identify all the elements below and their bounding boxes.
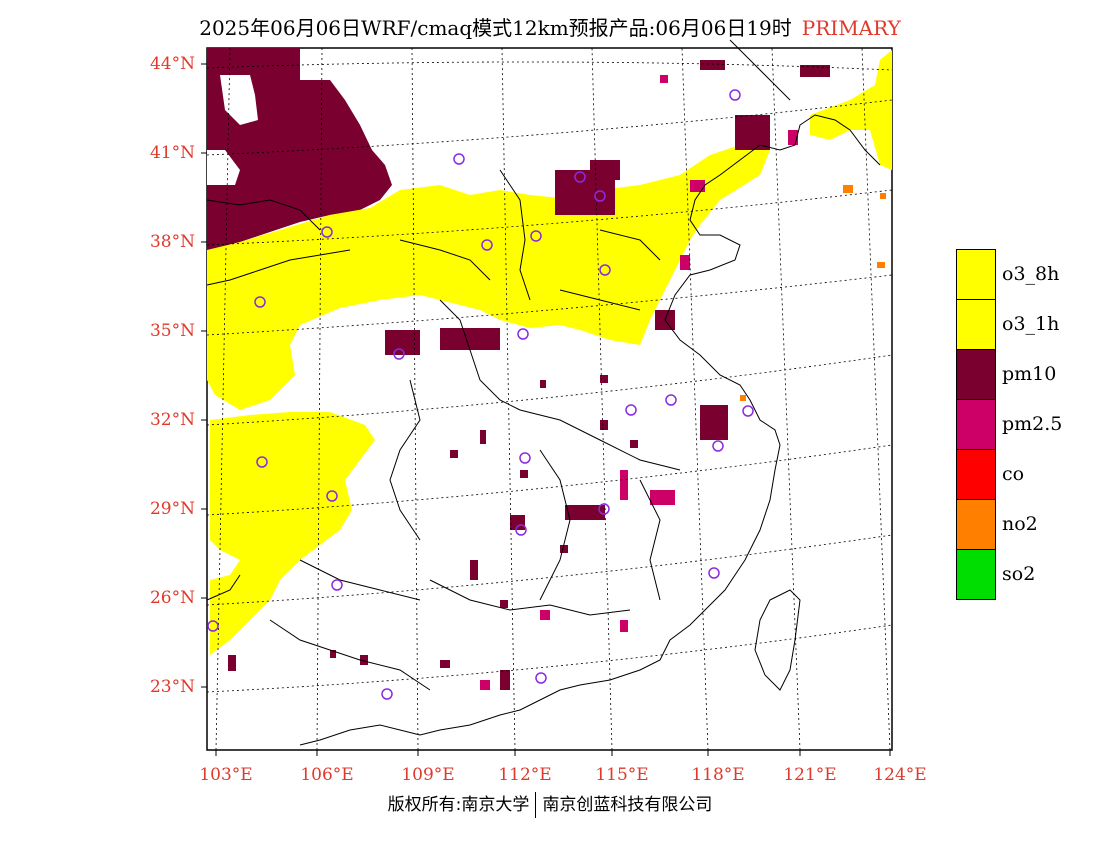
lat-label-35: 35°N (149, 321, 195, 341)
white-gap-northwest (220, 75, 258, 125)
footer-divider (535, 792, 537, 818)
lat-label-29: 29°N (149, 499, 195, 519)
legend-item-o3-8h: o3_8h (956, 249, 1100, 300)
legend: o3_8h o3_1h pm10 pm2.5 co no2 so2 (956, 249, 1100, 600)
copyright-left: 版权所有:南京大学 (387, 795, 530, 815)
legend-item-o3-1h: o3_1h (956, 299, 1100, 350)
copyright-right: 南京创蓝科技有限公司 (542, 795, 713, 815)
lat-label-38: 38°N (149, 232, 195, 252)
legend-label: o3_8h (1002, 263, 1060, 285)
legend-swatch (956, 399, 996, 450)
pollution-dots (228, 60, 886, 690)
boundaries (206, 39, 881, 746)
lon-label-106: 106°E (300, 765, 354, 785)
graticule (206, 47, 893, 751)
lon-label-103: 103°E (199, 765, 253, 785)
lon-label-112: 112°E (498, 765, 552, 785)
legend-item-pm10: pm10 (956, 349, 1100, 400)
legend-label: no2 (1002, 513, 1038, 535)
lat-label-41: 41°N (149, 143, 195, 163)
legend-label: pm10 (1002, 363, 1057, 385)
lon-label-121: 121°E (783, 765, 837, 785)
title-tag: PRIMARY (801, 16, 901, 40)
lon-label-109: 109°E (401, 765, 455, 785)
legend-item-so2: so2 (956, 549, 1100, 600)
map-title: 2025年06月06日WRF/cmaq模式12km预报产品:06月06日19时 P… (0, 12, 1100, 41)
lat-label-26: 26°N (149, 588, 195, 608)
legend-label: o3_1h (1002, 313, 1060, 335)
lat-label-44: 44°N (149, 54, 195, 74)
legend-swatch (956, 299, 996, 350)
lon-label-115: 115°E (595, 765, 649, 785)
lat-label-32: 32°N (149, 410, 195, 430)
legend-item-no2: no2 (956, 499, 1100, 550)
legend-item-pm25: pm2.5 (956, 399, 1100, 450)
lon-label-118: 118°E (691, 765, 745, 785)
tick-marks (201, 63, 891, 756)
o3-region-northeast (810, 50, 892, 170)
legend-label: pm2.5 (1002, 413, 1063, 435)
legend-swatch (956, 549, 996, 600)
legend-item-co: co (956, 449, 1100, 500)
o3-region-north (207, 145, 770, 410)
legend-swatch (956, 249, 996, 300)
legend-swatch (956, 499, 996, 550)
legend-swatch (956, 349, 996, 400)
lon-label-124: 124°E (873, 765, 927, 785)
o3-region-southwest (210, 412, 375, 655)
lat-label-23: 23°N (149, 677, 195, 697)
title-main: 2025年06月06日WRF/cmaq模式12km预报产品:06月06日19时 (199, 16, 792, 40)
legend-label: co (1002, 463, 1025, 485)
white-gap-west (207, 150, 240, 185)
copyright-footer: 版权所有:南京大学 南京创蓝科技有限公司 (0, 790, 1100, 818)
city-markers (207, 89, 754, 700)
legend-label: so2 (1002, 563, 1036, 585)
legend-swatch (956, 449, 996, 500)
